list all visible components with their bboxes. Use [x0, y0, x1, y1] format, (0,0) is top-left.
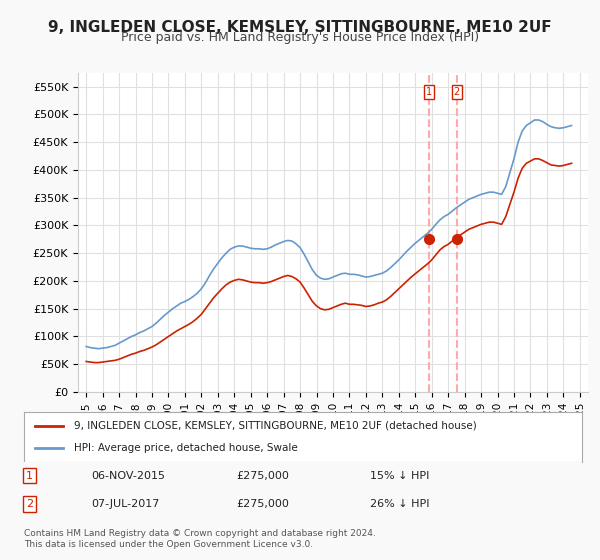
Text: Contains HM Land Registry data © Crown copyright and database right 2024.
This d: Contains HM Land Registry data © Crown c…	[24, 529, 376, 549]
Text: 06-NOV-2015: 06-NOV-2015	[91, 470, 165, 480]
Text: 15% ↓ HPI: 15% ↓ HPI	[370, 470, 430, 480]
Text: £275,000: £275,000	[236, 499, 289, 509]
Text: 26% ↓ HPI: 26% ↓ HPI	[370, 499, 430, 509]
Text: 2: 2	[454, 87, 460, 97]
Text: 9, INGLEDEN CLOSE, KEMSLEY, SITTINGBOURNE, ME10 2UF: 9, INGLEDEN CLOSE, KEMSLEY, SITTINGBOURN…	[48, 20, 552, 35]
Text: HPI: Average price, detached house, Swale: HPI: Average price, detached house, Swal…	[74, 443, 298, 453]
Text: £275,000: £275,000	[236, 470, 289, 480]
Text: 1: 1	[426, 87, 433, 97]
Text: Price paid vs. HM Land Registry's House Price Index (HPI): Price paid vs. HM Land Registry's House …	[121, 31, 479, 44]
Text: 2: 2	[26, 499, 33, 509]
Text: 1: 1	[26, 470, 33, 480]
Text: 07-JUL-2017: 07-JUL-2017	[91, 499, 160, 509]
Text: 9, INGLEDEN CLOSE, KEMSLEY, SITTINGBOURNE, ME10 2UF (detached house): 9, INGLEDEN CLOSE, KEMSLEY, SITTINGBOURN…	[74, 421, 477, 431]
